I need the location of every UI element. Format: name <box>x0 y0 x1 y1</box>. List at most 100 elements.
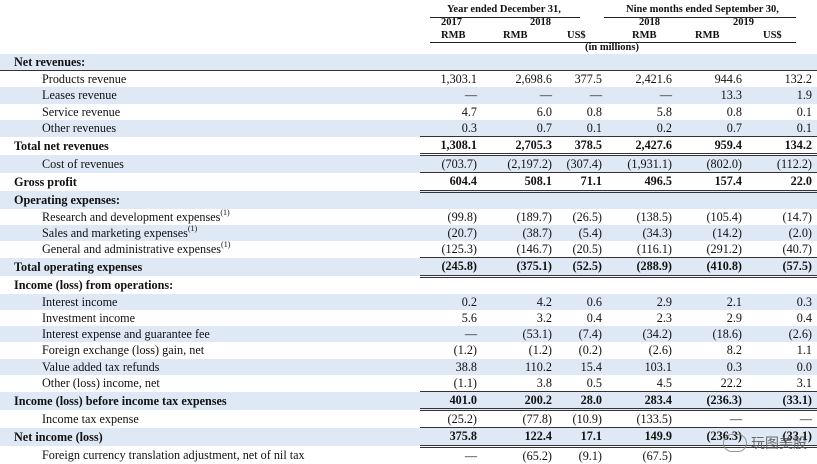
value-cell: 13.3 <box>677 87 747 104</box>
value-cell: 0.3 <box>677 358 747 375</box>
group-underline <box>604 17 796 18</box>
value-cell: 2,705.3 <box>482 136 557 157</box>
value-cell: 5.6 <box>461 311 477 326</box>
row-label: Total net revenues <box>0 137 420 155</box>
value-cell <box>420 191 482 209</box>
value-cell: (1,931.1) <box>607 154 677 173</box>
value-cell: 110.2 <box>482 358 557 375</box>
value-cell: 22.2 <box>720 375 742 390</box>
row-label: Research and development expenses(1) <box>0 207 420 225</box>
row-label-text: Income tax expense <box>42 411 139 426</box>
table-row: Operating expenses: <box>0 191 817 209</box>
row-label-text: Operating expenses: <box>14 192 120 207</box>
currency-label: RMB <box>695 30 720 41</box>
table-row: Research and development expenses(1) (99.… <box>0 207 817 225</box>
value-cell: 0.1 <box>796 104 812 119</box>
value-cell <box>747 276 817 294</box>
value-cell: — <box>557 87 607 104</box>
value-cell: 378.5 <box>557 136 607 157</box>
row-label: Products revenue <box>0 71 420 88</box>
value-cell: (20.7) <box>420 225 482 242</box>
row-label-text: Total net revenues <box>14 138 109 153</box>
group-title-nine-months: Nine months ended September 30, <box>626 4 779 15</box>
value-cell: 377.5 <box>574 72 602 87</box>
value-cell: 6.0 <box>536 104 552 119</box>
row-label: Other (loss) income, net <box>0 375 420 392</box>
table-row: Income (loss) before income tax expenses… <box>0 391 817 412</box>
value-cell: (288.9) <box>607 257 677 278</box>
value-cell: 2,421.6 <box>635 72 672 87</box>
row-label: Sales and marketing expenses(1) <box>0 224 420 242</box>
value-cell: (33.1) <box>747 427 817 448</box>
value-cell: 122.4 <box>482 427 557 448</box>
value-cell: (105.4) <box>706 209 742 224</box>
table-row: Value added tax refunds 38.8 110.2 15.4 103.… <box>0 358 817 375</box>
value-cell <box>677 191 747 209</box>
value-cell: (10.9) <box>572 412 602 427</box>
value-cell: (34.2) <box>607 326 677 343</box>
year-label: 2017 <box>441 17 462 28</box>
row-label-text: Gross profit <box>14 174 77 189</box>
table-row: Service revenue 4.7 6.0 0.8 5.8 0.8 0.1 <box>0 104 817 120</box>
value-cell: (307.4) <box>557 154 607 173</box>
row-label: General and administrative expenses(1) <box>0 241 420 258</box>
value-cell: 3.2 <box>536 311 552 326</box>
value-cell: (5.4) <box>557 225 607 242</box>
table-row: Investment income 5.6 3.2 0.4 2.3 2.9 0.4 <box>0 310 817 326</box>
group-title-annual: Year ended December 31, <box>447 4 561 15</box>
row-label-text: Net income (loss) <box>14 429 103 444</box>
table-row: Foreign currency translation adjustment,… <box>0 446 817 464</box>
value-cell: 283.4 <box>607 391 677 412</box>
value-cell: (291.2) <box>706 242 742 257</box>
value-cell: (67.5) <box>642 448 672 463</box>
row-label-text: Products revenue <box>42 72 127 87</box>
value-cell: 0.2 <box>420 293 482 311</box>
row-label-text: Other revenues <box>42 121 117 136</box>
row-label-text: Leases revenue <box>42 88 117 103</box>
watermark-text: 玩图美股 <box>751 436 807 452</box>
table-row: Interest income 0.2 4.2 0.6 2.9 2.1 0.3 <box>0 293 817 311</box>
row-label: Cost of revenues <box>0 154 420 173</box>
row-label-text: Other (loss) income, net <box>42 376 160 391</box>
row-label: Net revenues: <box>0 54 420 72</box>
row-label: Investment income <box>0 310 420 326</box>
footnote-marker: (1) <box>187 224 198 234</box>
row-label-text: Sales and marketing expenses <box>42 226 188 241</box>
value-cell: 0.7 <box>482 119 557 137</box>
value-cell: (236.3) <box>677 391 747 412</box>
value-cell: 132.2 <box>784 72 812 87</box>
currency-label: RMB <box>503 30 528 41</box>
value-cell: 22.0 <box>747 172 817 193</box>
value-cell: — <box>420 87 482 104</box>
value-cell: (116.1) <box>636 242 672 257</box>
table-row: Income tax expense (25.2) (77.8) (10.9) (133… <box>0 410 817 428</box>
value-cell <box>677 276 747 294</box>
row-label: Foreign exchange (loss) gain, net <box>0 342 420 358</box>
value-cell <box>747 54 817 72</box>
row-label-text: Interest income <box>42 294 118 309</box>
value-cell: (38.7) <box>482 225 557 242</box>
header-rule <box>430 42 796 43</box>
watermark: 玩图美股 <box>723 433 807 453</box>
value-cell: 4.2 <box>482 293 557 311</box>
value-cell: 2.9 <box>726 311 742 326</box>
value-cell <box>557 191 607 209</box>
row-label-text: Interest expense and guarantee fee <box>42 327 210 342</box>
footnote-marker: (1) <box>220 207 230 217</box>
row-label-text: Foreign currency translation adjustment,… <box>42 447 305 462</box>
wechat-icon <box>723 434 747 452</box>
value-cell: — <box>420 326 482 343</box>
value-cell: 157.4 <box>677 172 747 193</box>
row-label-text: Net revenues: <box>14 55 86 69</box>
value-cell: 401.0 <box>420 391 482 412</box>
table-row: Foreign exchange (loss) gain, net (1.2) (1… <box>0 342 817 358</box>
row-label: Other revenues <box>0 119 420 137</box>
row-label-text: Income (loss) before income tax expenses <box>14 393 227 408</box>
value-cell: (40.7) <box>782 242 812 257</box>
value-cell: 149.9 <box>607 427 677 448</box>
table-row: Total operating expenses (245.8) (375.1) (5… <box>0 257 817 278</box>
value-cell: 0.6 <box>557 293 607 311</box>
row-label: Service revenue <box>0 104 420 120</box>
year-label: 2018 <box>639 17 660 28</box>
